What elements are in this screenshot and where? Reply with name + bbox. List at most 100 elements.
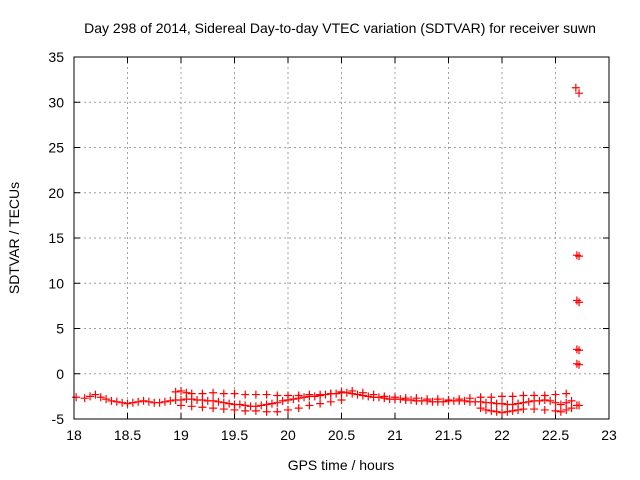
data-point-band-lower <box>187 402 196 411</box>
data-point-outliers <box>575 346 584 355</box>
x-tick-label: 20 <box>280 427 296 443</box>
data-point-band-main <box>535 396 544 405</box>
y-tick-label: 35 <box>48 49 64 65</box>
y-tick-label: 5 <box>56 321 64 337</box>
data-point-band-main <box>214 397 223 406</box>
data-point-band-lower <box>241 406 250 415</box>
data-point-band-upper <box>412 394 421 403</box>
data-point-outliers <box>575 360 584 369</box>
data-point-band-upper <box>423 395 432 404</box>
data-point-band-main <box>524 397 533 406</box>
data-point-band-main <box>102 395 111 404</box>
data-point-band-main <box>498 399 506 408</box>
data-point-band-upper <box>358 388 367 397</box>
data-point-band-upper <box>316 390 325 399</box>
y-axis-label: SDTVAR / TECUs <box>6 182 22 294</box>
data-point-band-lower <box>284 405 292 414</box>
data-point-band-main <box>374 393 383 402</box>
y-tick-label: 25 <box>48 140 64 156</box>
data-point-band-main <box>128 398 137 407</box>
y-tick-labels: -5 0 5 10 15 20 25 30 35 <box>48 49 64 427</box>
data-point-band-upper <box>444 395 453 404</box>
data-point-band-main <box>80 394 89 403</box>
data-point-band-upper <box>219 389 228 398</box>
data-point-band-main <box>209 396 218 405</box>
data-point-band-lower <box>209 404 218 413</box>
data-point-band-lower <box>498 408 506 417</box>
data-point-band-main <box>267 399 276 408</box>
data-point-band-lower <box>487 406 496 415</box>
data-point-band-main <box>155 398 164 407</box>
data-point-band-main <box>278 396 287 405</box>
data-point-band-lower <box>540 405 549 414</box>
data-point-outliers <box>572 251 581 260</box>
data-point-band-main <box>225 399 234 408</box>
data-point-band-lower <box>562 405 571 414</box>
data-point-band-main <box>139 396 148 405</box>
y-tick-label: 10 <box>48 275 64 291</box>
data-point-band-upper <box>540 391 549 400</box>
x-tick-label: 21.5 <box>435 427 462 443</box>
plot-frame <box>73 56 610 420</box>
data-point-band-upper <box>380 392 389 401</box>
data-point-band-main <box>546 396 555 405</box>
data-point-outliers <box>572 296 581 305</box>
data-point-band-upper <box>273 391 282 400</box>
data-point-band-main <box>562 398 571 407</box>
data-point-band-upper <box>487 393 496 402</box>
data-point-band-upper <box>369 390 378 399</box>
data-point-band-main <box>112 397 121 406</box>
x-tick-label: 21 <box>387 427 403 443</box>
data-point-band-lower <box>294 404 303 413</box>
x-axis-label: GPS time / hours <box>288 457 395 473</box>
data-point-band-lower <box>481 405 490 414</box>
data-point-band-main <box>567 396 576 405</box>
data-point-band-main <box>273 398 282 407</box>
x-tick-label: 20.5 <box>328 427 355 443</box>
y-tick-label: 15 <box>48 230 64 246</box>
data-point-band-upper <box>182 388 191 397</box>
data-point-band-upper <box>455 395 464 404</box>
x-tick-labels: 18 18.5 19 19.5 20 20.5 21 21.5 22 22.5 23 <box>66 427 617 443</box>
data-point-band-upper <box>530 391 539 400</box>
data-point-band-lower <box>177 401 185 410</box>
data-point-band-main <box>262 400 271 409</box>
data-point-band-lower <box>492 407 501 416</box>
data-point-band-main <box>460 396 469 405</box>
data-point-band-main <box>86 392 95 401</box>
data-point-band-lower <box>519 405 528 414</box>
data-point-band-upper <box>348 386 357 395</box>
data-point-band-main <box>118 398 127 407</box>
x-tick-label: 22.5 <box>542 427 569 443</box>
data-point-band-main <box>551 398 560 407</box>
data-point-band-main <box>91 390 100 399</box>
data-point-band-lower <box>503 407 512 416</box>
data-point-band-main <box>166 396 175 405</box>
x-tick-label: 19 <box>173 427 189 443</box>
x-tick-label: 22 <box>494 427 510 443</box>
data-point-band-upper <box>519 391 528 400</box>
data-points <box>72 83 584 417</box>
x-tick-label: 18 <box>66 427 82 443</box>
data-point-band-lower <box>530 405 539 414</box>
data-point-band-upper <box>177 386 185 395</box>
data-point-band-lower <box>198 403 207 412</box>
data-point-band-upper <box>433 395 442 404</box>
data-point-band-upper <box>391 393 399 402</box>
data-point-band-upper <box>284 391 292 400</box>
data-point-band-main <box>123 399 132 408</box>
y-tick-label: 20 <box>48 185 64 201</box>
data-point-band-lower <box>508 406 517 415</box>
data-point-band-upper <box>476 393 485 402</box>
data-point-band-main <box>107 396 116 405</box>
data-point-band-upper <box>230 389 239 398</box>
data-point-band-lower <box>262 407 271 416</box>
chart-title: Day 298 of 2014, Sidereal Day-to-day VTE… <box>84 20 596 36</box>
data-point-band-lower <box>230 405 239 414</box>
data-point-band-upper <box>337 387 346 396</box>
data-point-band-main <box>144 397 153 406</box>
data-point-outliers <box>575 298 584 307</box>
data-point-outliers <box>572 359 581 368</box>
data-point-band-main <box>96 393 105 402</box>
